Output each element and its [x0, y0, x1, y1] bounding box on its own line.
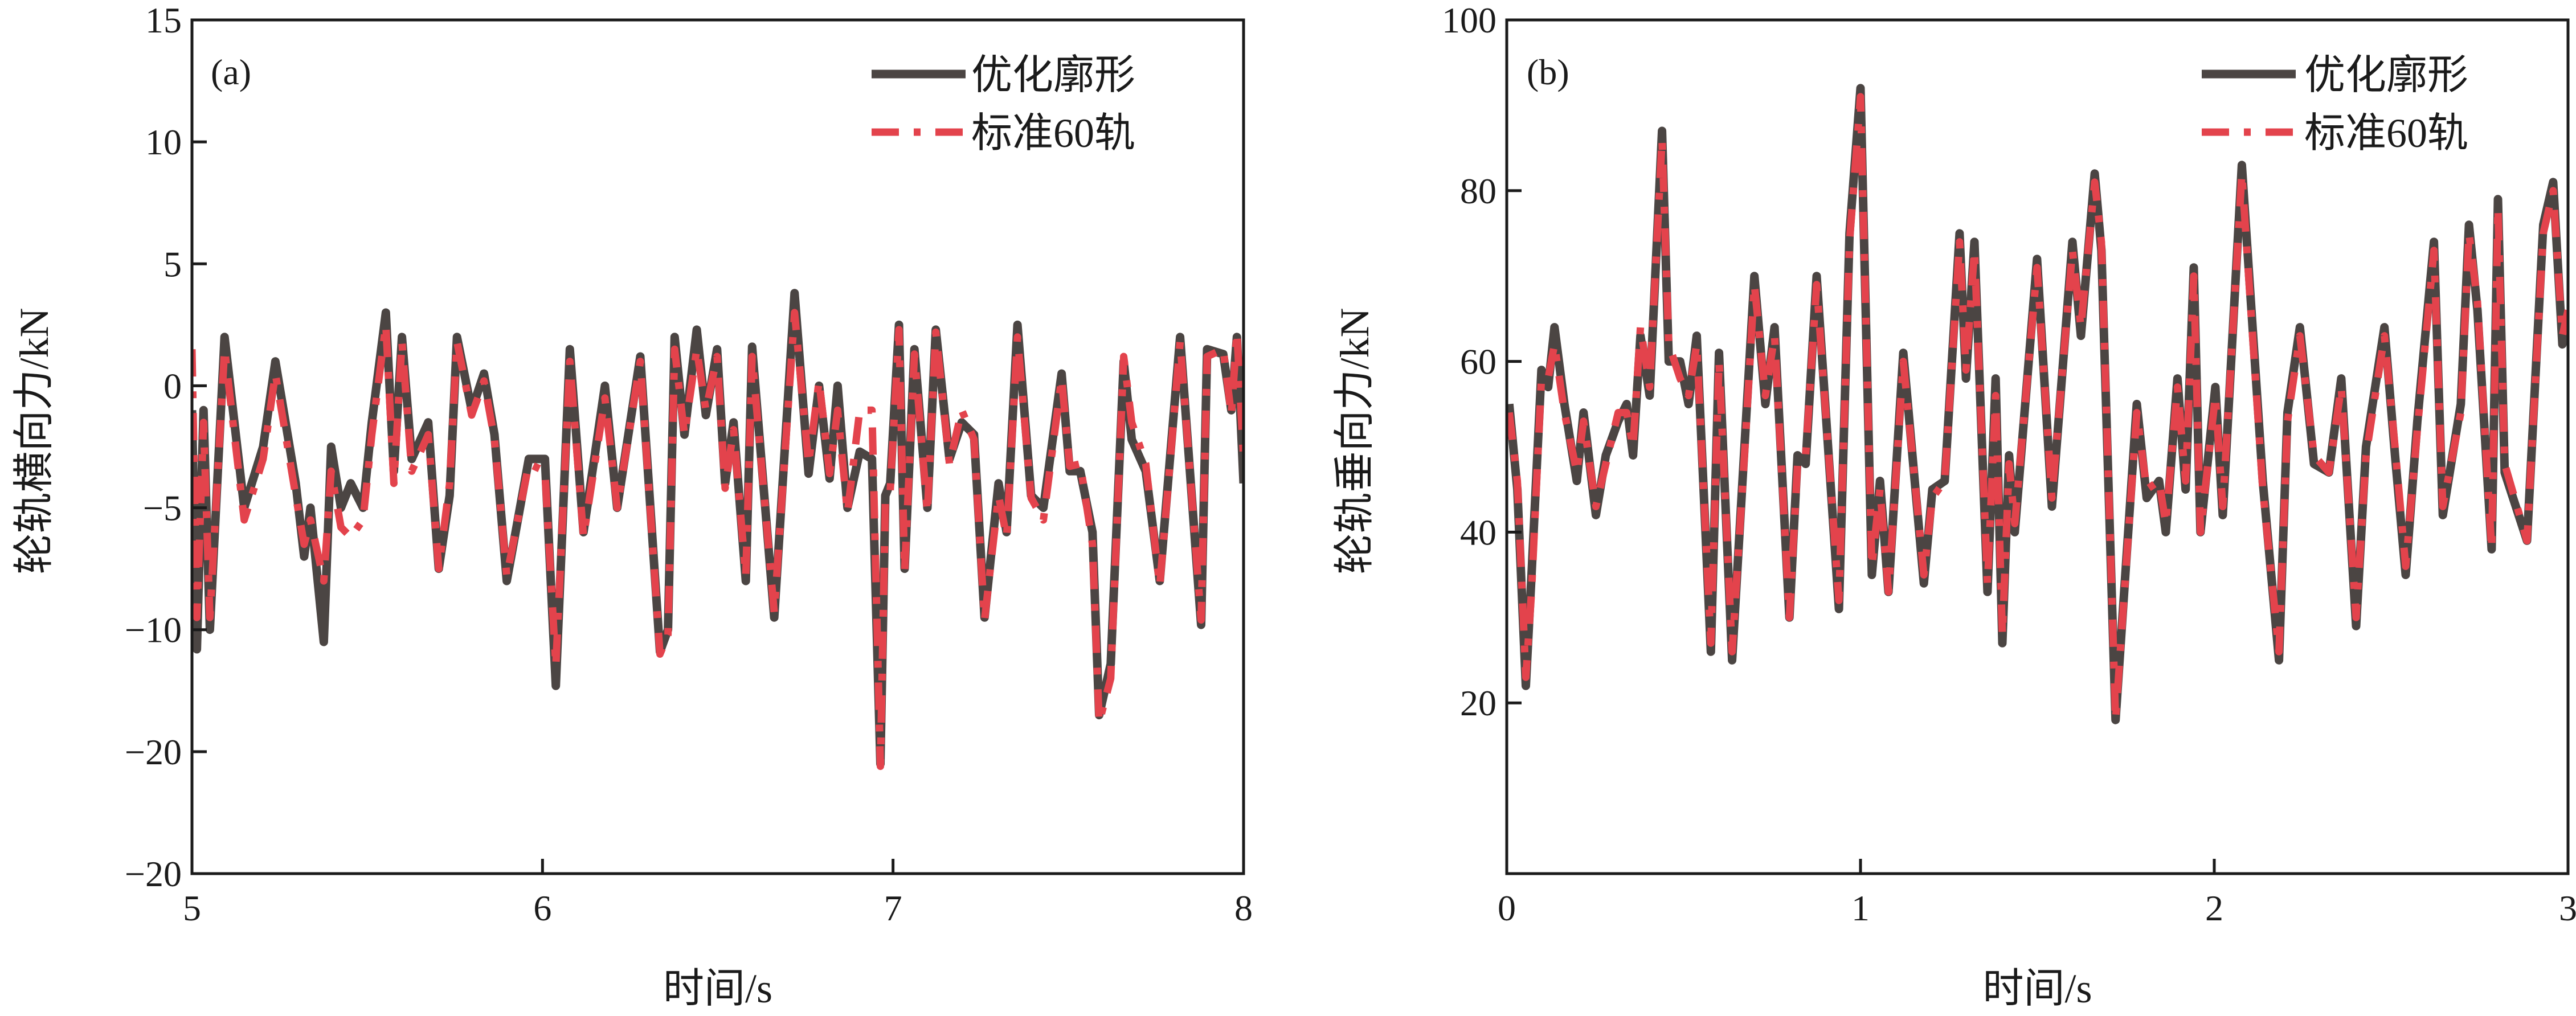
y-tick-label: 5: [163, 244, 182, 284]
legend-label-optimized: 优化廓形: [2304, 52, 2468, 98]
x-tick-label: 6: [533, 888, 551, 928]
x-tick-label: 8: [1234, 888, 1253, 928]
legend-label-optimized: 优化廓形: [971, 52, 1135, 98]
series-standard-60-rail-line: [192, 309, 1244, 771]
y-tick-label: −10: [125, 610, 182, 650]
legend-label-standard: 标准60轨: [971, 110, 1135, 156]
series-optimized-profile-line: [1507, 84, 2568, 724]
x-tick-label: 1: [1851, 888, 1870, 928]
y-tick-label: 0: [163, 366, 182, 406]
y-tick-label: 100: [1442, 0, 1496, 40]
x-tick-label: 3: [2559, 888, 2576, 928]
plot-frame: [190, 18, 1245, 875]
y-tick-label: 40: [1460, 512, 1496, 552]
y-tick-label: −5: [143, 488, 182, 529]
panel-label: (b): [1527, 52, 1569, 92]
plot-frame: [1505, 18, 2570, 875]
y-tick-label: 10: [145, 122, 182, 162]
y-tick-label: 15: [145, 0, 182, 40]
y-tick-label: 60: [1460, 342, 1496, 382]
y-tick-label: −20: [125, 732, 182, 772]
x-axis-label: 时间/s: [663, 966, 772, 1011]
y-tick-label: 80: [1460, 171, 1496, 211]
x-tick-label: 7: [884, 888, 902, 928]
x-tick-label: 2: [2205, 888, 2223, 928]
x-tick-label: 5: [183, 888, 201, 928]
legend-label-standard: 标准60轨: [2304, 110, 2468, 156]
x-axis-label: 时间/s: [1982, 966, 2092, 1011]
y-axis-label: 轮轨横向力/kN: [11, 308, 57, 574]
series-optimized-profile-line: [192, 289, 1244, 768]
y-tick-label: 20: [1460, 683, 1496, 723]
y-tick-label: −20: [125, 854, 182, 894]
series-standard-60-rail-line: [1507, 93, 2568, 724]
y-axis-label: 轮轨垂向力/kN: [1332, 308, 1377, 574]
x-tick-label: 0: [1498, 888, 1516, 928]
panel-label: (a): [211, 52, 251, 92]
